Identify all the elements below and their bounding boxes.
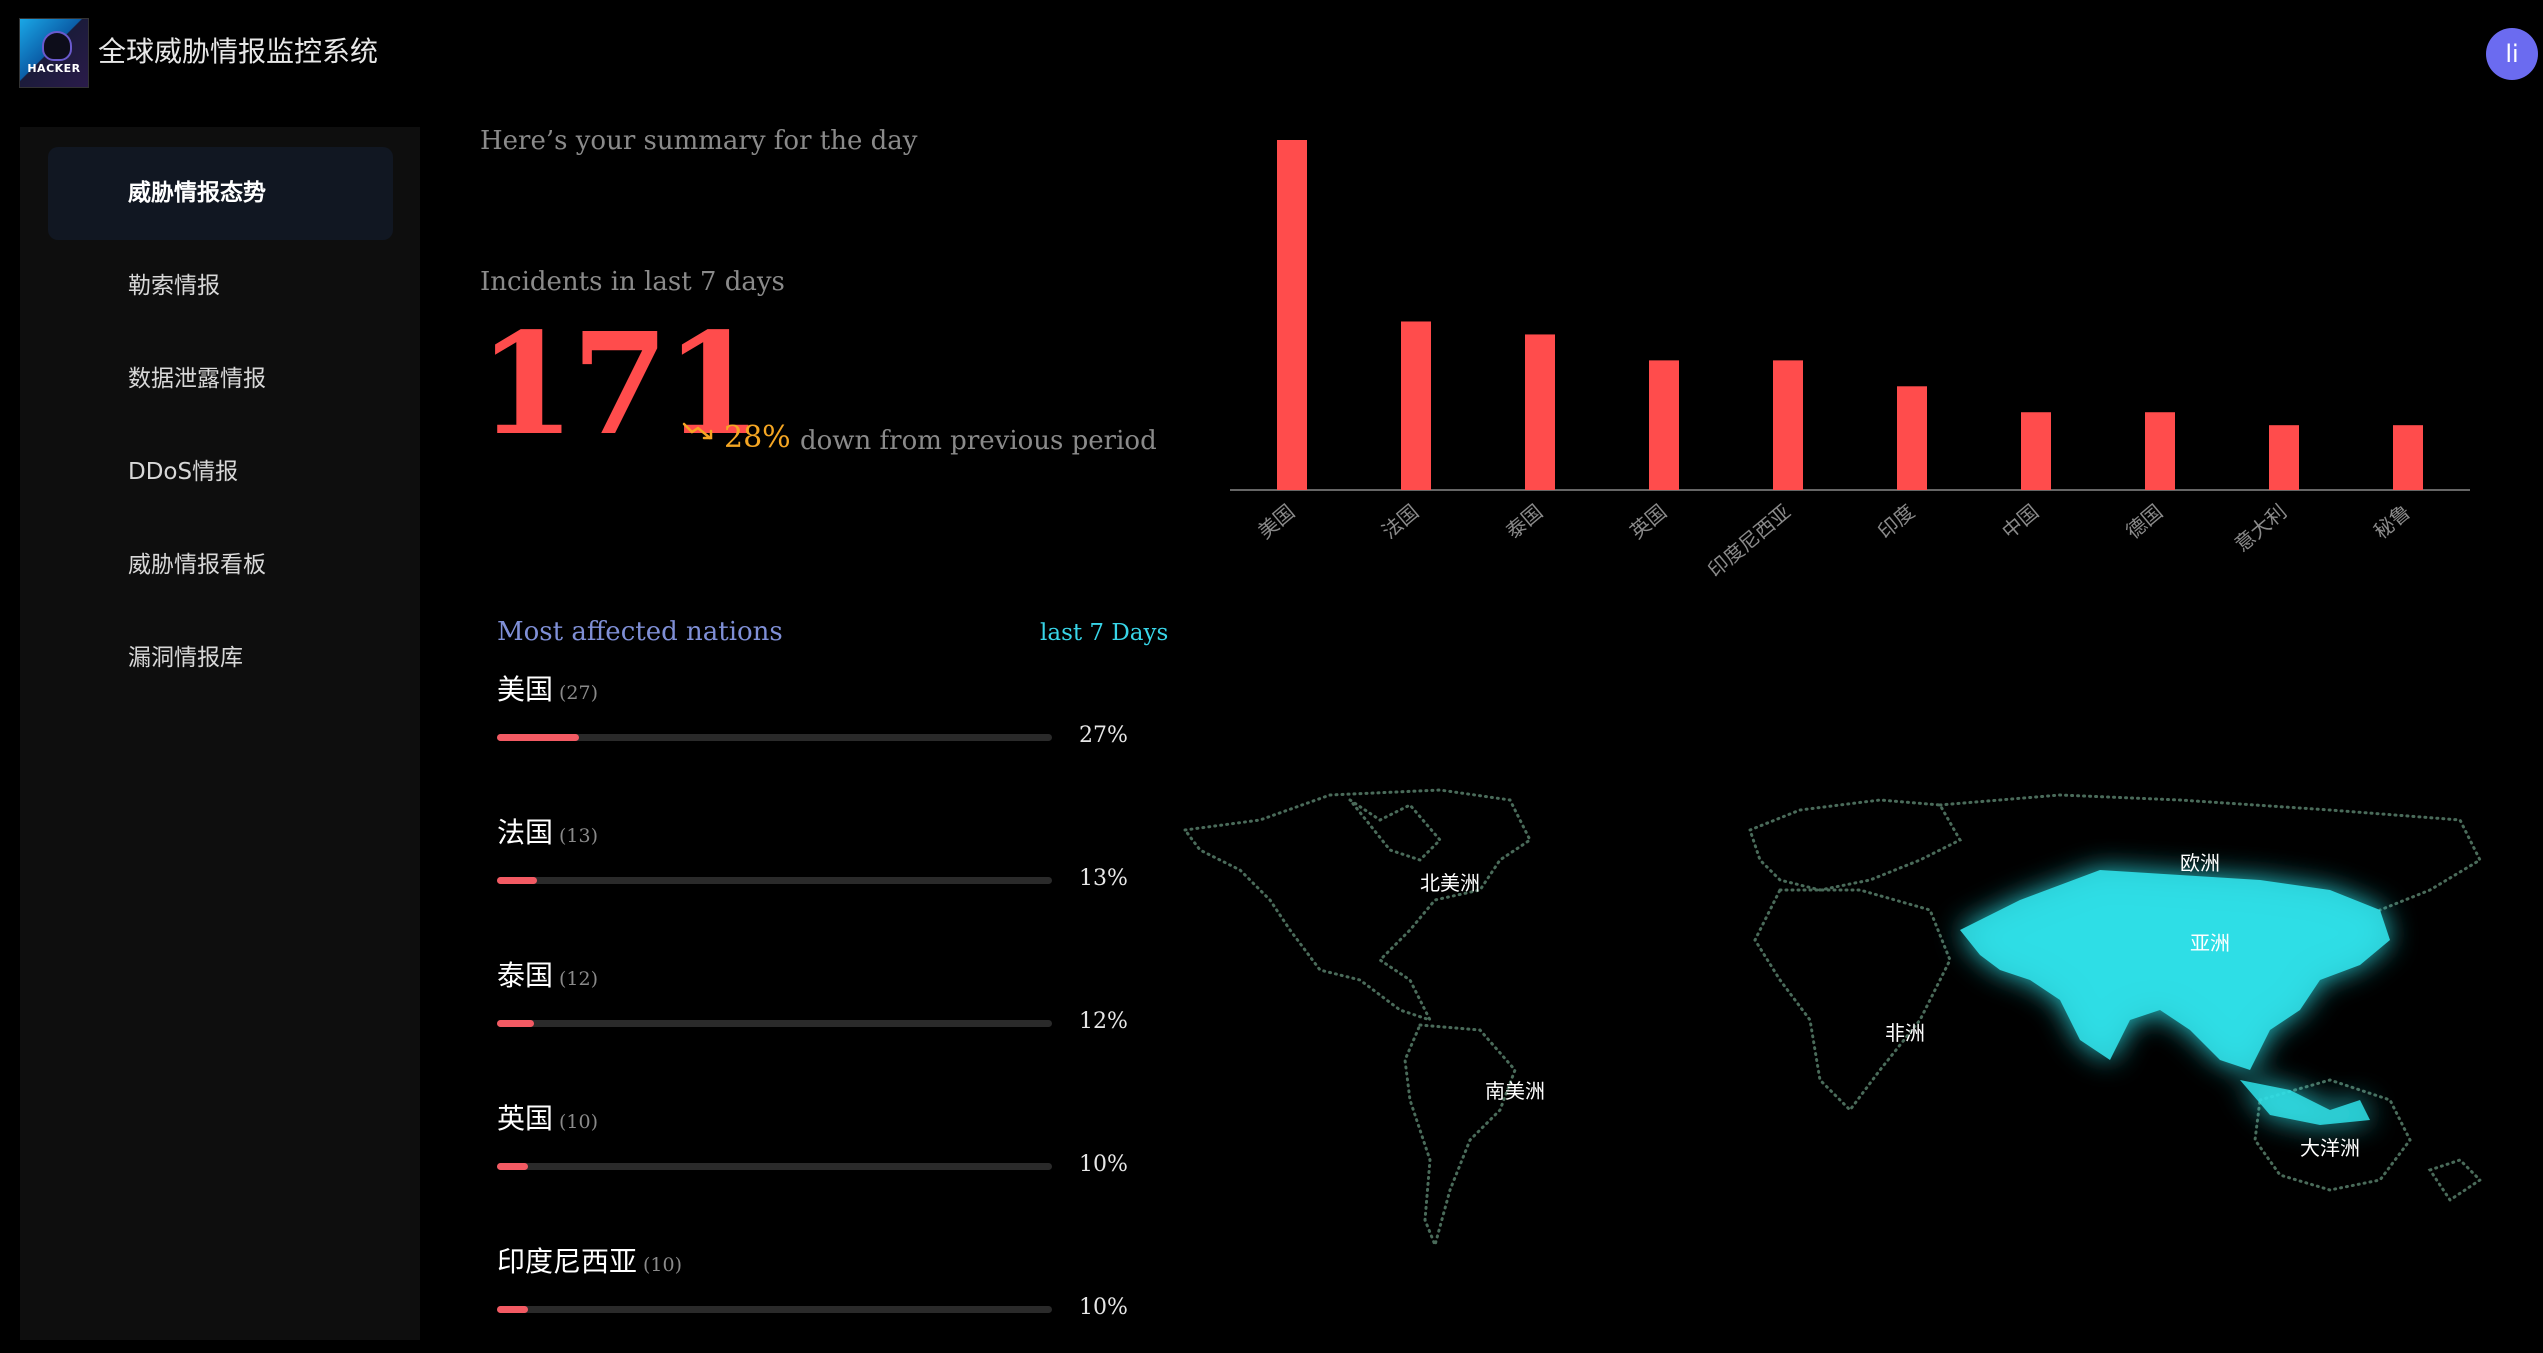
continent-label-africa: 非洲 [1885,1021,1925,1045]
trend-down-icon [682,422,713,440]
continent-label-oceania: 大洋洲 [2300,1136,2360,1160]
sidebar: 威胁情报态势 勒索情报 数据泄露情报 DDoS情报 威胁情报看板 漏洞情报库 [20,127,420,1340]
chart-bar[interactable] [2269,425,2299,490]
nation-count: (10) [643,1254,683,1276]
asia-highlight [1960,870,2390,1125]
chart-bar[interactable] [1401,321,1431,490]
chart-bar[interactable] [2393,425,2423,490]
nation-percent: 13% [1079,866,1128,891]
continent-label-north-america: 北美洲 [1420,871,1480,895]
chart-bar[interactable] [2145,412,2175,490]
nation-percent: 12% [1079,1009,1128,1034]
nation-bar-track [497,734,1052,741]
sidebar-item-data-leak[interactable]: 数据泄露情报 [128,366,266,392]
europe-outline [1748,798,1963,892]
trend-text: down from previous period [800,426,1157,456]
hacker-hood-icon [42,31,72,61]
sidebar-item-ransomware[interactable]: 勒索情报 [128,273,220,299]
nation-bar-fill [497,1020,534,1027]
nation-bar-fill [497,1163,528,1170]
nation-row: 泰国 (12) 12% [497,954,1147,1054]
nation-name: 法国 (13) [497,816,599,849]
nation-bar-fill [497,734,580,741]
nation-row: 英国 (10) 10% [497,1097,1147,1197]
chart-tick-label: 印度 [1873,499,1919,543]
nation-count: (13) [559,825,599,847]
chart-bar[interactable] [1525,334,1555,490]
nations-title: Most affected nations [497,617,783,647]
nations-range-link[interactable]: last 7 Days [1040,620,1169,646]
north-america-outline [1182,788,1532,1023]
app-logo: HACKER [19,18,89,88]
nation-name: 英国 (10) [497,1102,599,1135]
africa-outline [1753,888,1952,1113]
nation-count: (10) [559,1111,599,1133]
user-avatar[interactable]: li [2486,28,2538,80]
nation-bar-track [497,1306,1052,1313]
chart-tick-label: 德国 [2121,499,2167,543]
chart-bar[interactable] [1773,360,1803,490]
chart-tick-label: 印度尼西亚 [1703,499,1795,582]
nation-count: (27) [559,682,599,704]
nation-row: 美国 (27) 27% [497,668,1147,768]
continent-label-south-america: 南美洲 [1485,1079,1545,1103]
sidebar-item-vulnerability[interactable]: 漏洞情报库 [128,645,243,671]
logo-text: HACKER [27,62,81,75]
chart-tick-label: 美国 [1253,499,1299,543]
nation-bar-fill [497,877,537,884]
incidents-bar-chart: 美国 法国 泰国 英国 印度尼西亚 印度 中国 德国 意大利 秘鲁 [1230,140,2470,582]
summary-greeting: Here’s your summary for the day [480,126,918,156]
world-map: 北美洲 南美洲 欧洲 非洲 亚洲 大洋洲 [1182,788,2483,1250]
chart-bar[interactable] [1897,386,1927,490]
nation-row: 印度尼西亚 (10) 10% [497,1240,1147,1340]
trend-percent: 28% [724,420,791,455]
nation-name: 泰国 (12) [497,959,599,992]
nation-count: (12) [559,968,599,990]
nation-bar-track [497,1020,1052,1027]
sidebar-item-ddos[interactable]: DDoS情报 [128,459,239,485]
nation-bar-fill [497,1306,528,1313]
sidebar-item-threat-overview[interactable]: 威胁情报态势 [48,147,393,240]
nation-row: 法国 (13) 13% [497,811,1147,911]
app-title: 全球威胁情报监控系统 [98,35,379,68]
nation-percent: 10% [1079,1295,1128,1320]
nation-bar-track [497,1163,1052,1170]
incidents-count: 171 [478,303,762,467]
chart-tick-label: 秘鲁 [2369,499,2415,543]
nation-percent: 10% [1079,1152,1128,1177]
chart-bar[interactable] [1649,360,1679,490]
chart-tick-label: 中国 [1997,499,2043,543]
nation-name: 印度尼西亚 (10) [497,1245,683,1278]
nation-percent: 27% [1079,723,1128,748]
sidebar-item-dashboard[interactable]: 威胁情报看板 [128,552,266,578]
incidents-label: Incidents in last 7 days [480,267,785,297]
chart-bar[interactable] [2021,412,2051,490]
continent-label-asia: 亚洲 [2190,931,2230,955]
chart-tick-label: 英国 [1625,499,1671,543]
chart-bar[interactable] [1277,140,1307,490]
south-america-outline [1403,1023,1517,1250]
chart-tick-label: 意大利 [2230,499,2291,556]
continent-label-europe: 欧洲 [2180,851,2220,875]
chart-tick-label: 法国 [1377,499,1423,543]
chart-tick-label: 泰国 [1501,499,1547,543]
nation-name: 美国 (27) [497,673,599,706]
nation-bar-track [497,877,1052,884]
